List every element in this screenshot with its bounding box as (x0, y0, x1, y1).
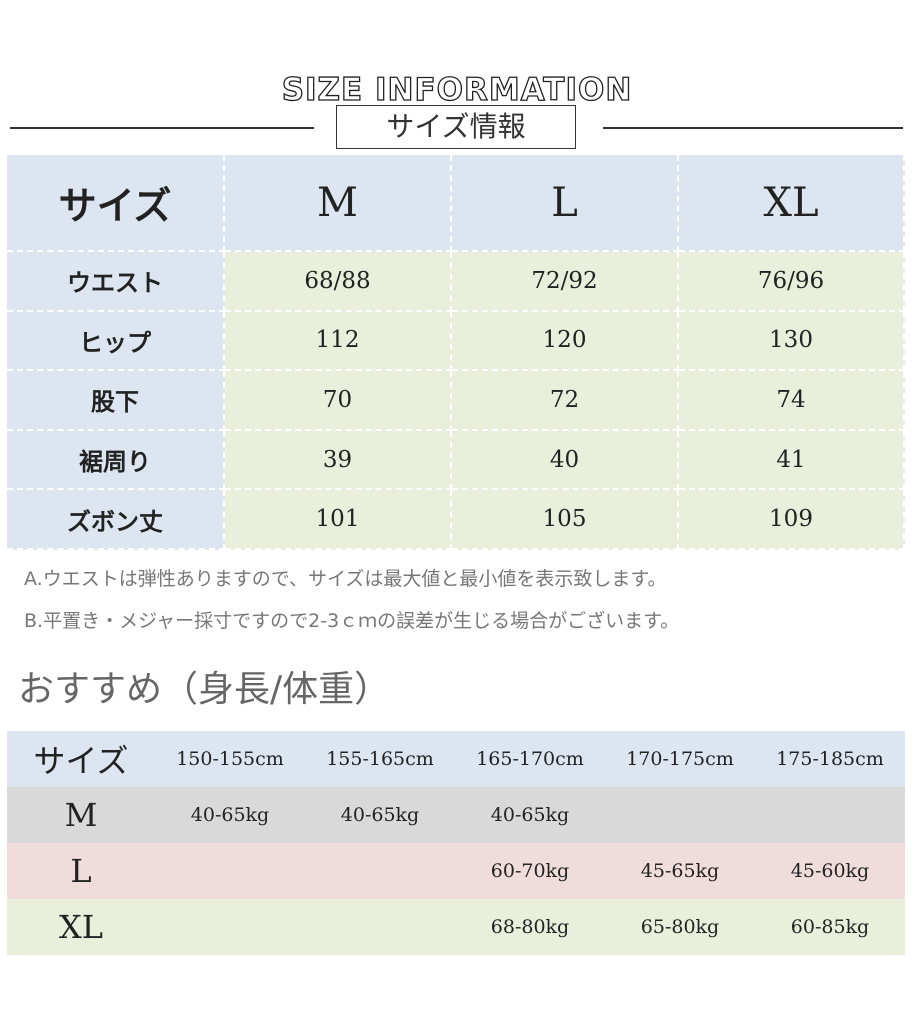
table-cell: 120 (452, 311, 679, 372)
height-range-header: 175-185cm (755, 731, 905, 787)
recommend-header-label: サイズ (7, 731, 155, 787)
height-range-header: 150-155cm (155, 731, 305, 787)
size-header-l: L (452, 155, 679, 252)
size-header-label: サイズ (7, 155, 225, 252)
recommend-row-m: M 40-65kg 40-65kg 40-65kg (7, 787, 905, 843)
table-row: ズボン丈 101 105 109 (7, 490, 905, 550)
recommend-row-xl: XL 68-80kg 65-80kg 60-85kg (7, 899, 905, 955)
recommend-header-row: サイズ 150-155cm 155-165cm 165-170cm 170-17… (7, 731, 905, 787)
note-b: B.平置き・メジャー採寸ですので2-3ｃｍの誤差が生じる場合がございます。 (24, 610, 680, 632)
table-cell: 112 (225, 311, 452, 372)
table-cell: 72 (452, 371, 679, 431)
weight-cell (755, 787, 905, 843)
table-cell: 72/92 (452, 252, 679, 312)
table-row: 裾周り 39 40 41 (7, 430, 905, 491)
weight-cell (305, 843, 455, 899)
header-divider-left (10, 127, 314, 129)
weight-cell (605, 787, 755, 843)
recommend-row-l: L 60-70kg 45-65kg 45-60kg (7, 843, 905, 899)
table-cell: 109 (679, 490, 905, 550)
size-header-xl: XL (679, 155, 905, 252)
note-a: A.ウエストは弾性ありますので、サイズは最大値と最小値を表示致します。 (24, 568, 667, 590)
table-cell: 41 (679, 430, 905, 491)
size-information-heading: SIZE INFORMATION (281, 71, 633, 108)
table-row: ウエスト 68/88 72/92 76/96 (7, 252, 905, 312)
size-info-title-box: サイズ情報 (336, 105, 576, 149)
row-label-inseam: 股下 (7, 371, 225, 431)
table-cell: 130 (679, 311, 905, 372)
row-label-pants-length: ズボン丈 (7, 490, 225, 550)
recommend-size-label: M (7, 787, 155, 843)
table-cell: 68/88 (225, 252, 452, 312)
weight-cell: 45-65kg (605, 843, 755, 899)
recommend-title: おすすめ（身長/体重） (18, 669, 391, 710)
row-label-waist: ウエスト (7, 252, 225, 312)
table-cell: 40 (452, 430, 679, 491)
table-cell: 39 (225, 430, 452, 491)
weight-cell: 40-65kg (305, 787, 455, 843)
recommend-table: サイズ 150-155cm 155-165cm 165-170cm 170-17… (7, 731, 905, 955)
recommend-size-label: XL (7, 899, 155, 955)
weight-cell: 60-70kg (455, 843, 605, 899)
weight-cell (305, 899, 455, 955)
weight-cell: 65-80kg (605, 899, 755, 955)
size-table-header-row: サイズ M L XL (7, 155, 905, 252)
table-cell: 101 (225, 490, 452, 550)
weight-cell (155, 899, 305, 955)
height-range-header: 165-170cm (455, 731, 605, 787)
row-label-hem: 裾周り (7, 430, 225, 491)
table-cell: 105 (452, 490, 679, 550)
size-header-m: M (225, 155, 452, 252)
table-cell: 74 (679, 371, 905, 431)
size-table: サイズ M L XL ウエスト 68/88 72/92 76/96 ヒップ 11… (7, 155, 905, 550)
table-row: 股下 70 72 74 (7, 371, 905, 431)
weight-cell: 40-65kg (155, 787, 305, 843)
weight-cell: 45-60kg (755, 843, 905, 899)
row-label-hip: ヒップ (7, 311, 225, 372)
height-range-header: 170-175cm (605, 731, 755, 787)
weight-cell: 60-85kg (755, 899, 905, 955)
header-divider-right (603, 127, 903, 129)
weight-cell (155, 843, 305, 899)
table-cell: 76/96 (679, 252, 905, 312)
weight-cell: 68-80kg (455, 899, 605, 955)
height-range-header: 155-165cm (305, 731, 455, 787)
weight-cell: 40-65kg (455, 787, 605, 843)
table-row: ヒップ 112 120 130 (7, 311, 905, 372)
recommend-size-label: L (7, 843, 155, 899)
table-cell: 70 (225, 371, 452, 431)
